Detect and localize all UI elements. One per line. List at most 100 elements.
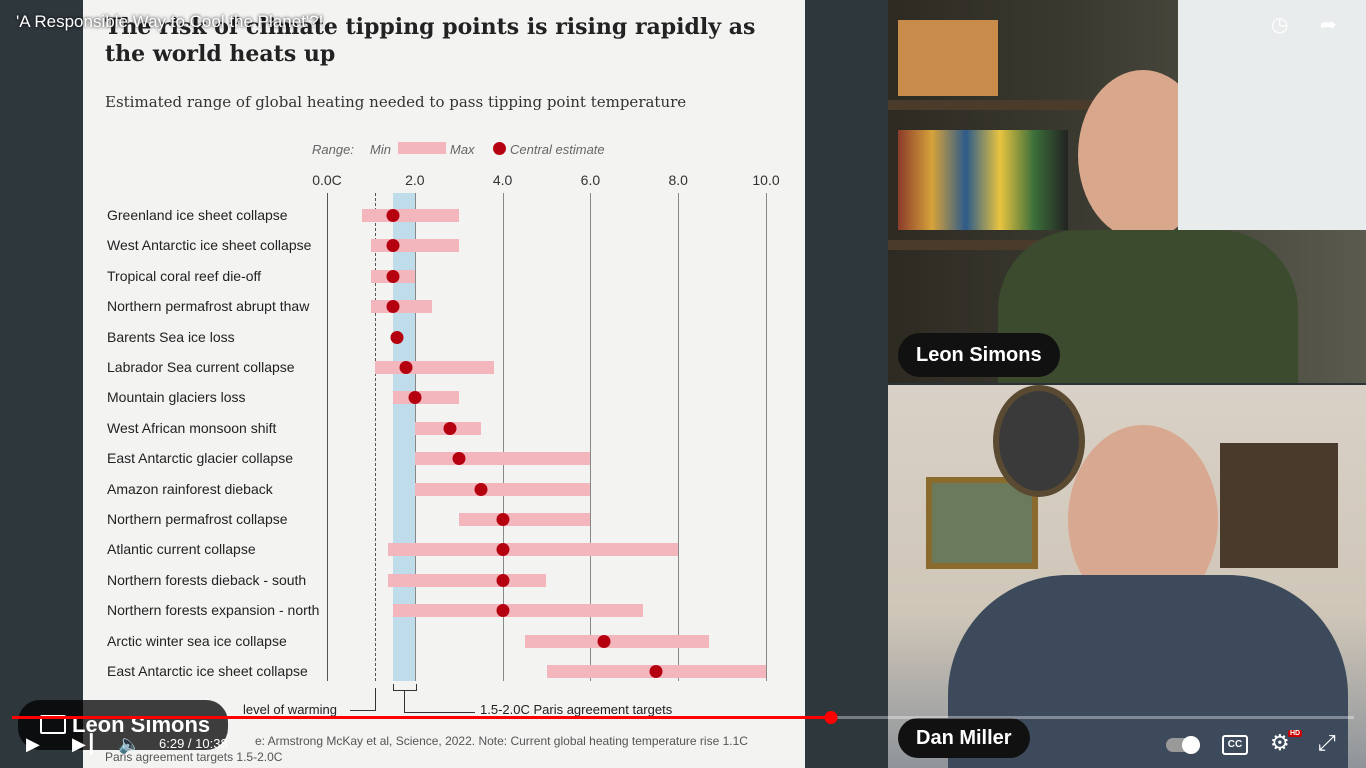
- annotation-current-warming: level of warming: [243, 702, 337, 717]
- speaker-name-bottom: Dan Miller: [898, 718, 1030, 758]
- range-bar: [524, 634, 709, 648]
- range-bar: [414, 452, 591, 466]
- range-bar: [388, 573, 547, 587]
- book-cover: [898, 20, 998, 96]
- progress-scrubber[interactable]: [824, 711, 838, 724]
- whiteboard: [1178, 0, 1366, 230]
- central-estimate-dot: [386, 269, 400, 283]
- central-estimate-dot: [597, 634, 611, 648]
- watch-later-icon[interactable]: ◷: [1271, 14, 1289, 36]
- row-label: Labrador Sea current collapse: [107, 359, 295, 375]
- row-label: Greenland ice sheet collapse: [107, 207, 288, 223]
- row-label: West Antarctic ice sheet collapse: [107, 237, 312, 254]
- x-tick-label: 4.0: [492, 172, 513, 188]
- autoplay-toggle[interactable]: [1166, 736, 1200, 754]
- row-label: Tropical coral reef die-off: [107, 267, 262, 284]
- paris-leader: [404, 690, 475, 713]
- central-estimate-dot: [474, 482, 488, 496]
- legend-range-label: Range:: [312, 142, 354, 157]
- range-bar: [370, 300, 433, 314]
- mirror: [993, 385, 1085, 497]
- central-estimate-dot: [386, 239, 400, 253]
- central-estimate-dot: [649, 665, 663, 678]
- range-bar: [375, 361, 494, 374]
- gridline: [414, 193, 416, 681]
- source-line-2: Paris agreement targets 1.5-2.0C: [105, 750, 283, 764]
- source-note: e: Armstrong McKay et al, Science, 2022.…: [105, 733, 795, 765]
- row-label: Amazon rainforest dieback: [107, 480, 273, 497]
- row-label: East Antarctic glacier collapse: [107, 450, 293, 467]
- row-label: Arctic winter sea ice collapse: [107, 632, 287, 649]
- x-tick-label: 0.0C: [312, 172, 342, 188]
- slide: [83, 0, 805, 768]
- row-label: East Antarctic ice sheet collapse: [107, 663, 308, 679]
- row-label: Northern forests expansion - north: [107, 602, 320, 619]
- central-estimate-dot: [386, 209, 400, 222]
- books: [898, 130, 1068, 230]
- x-tick-label: 8.0: [668, 172, 688, 188]
- bookshelf: [888, 100, 1178, 110]
- annotation-paris-targets: 1.5-2.0C Paris agreement targets: [480, 702, 673, 717]
- central-estimate-dot: [408, 391, 422, 405]
- central-estimate-dot: [390, 330, 404, 344]
- x-tick-label: 6.0: [580, 172, 601, 188]
- range-bar: [414, 482, 591, 496]
- central-estimate-dot: [386, 300, 400, 314]
- slide-title: The risk of climate tipping points is ri…: [105, 14, 756, 67]
- row-label: Northern forests dieback - south: [107, 571, 307, 588]
- range-bar: [362, 209, 459, 222]
- next-icon[interactable]: ▶┃: [72, 734, 97, 754]
- time-display: 6:29 / 10:38: [159, 736, 228, 751]
- gridline: [502, 193, 504, 681]
- slide-subtitle: Estimated range of global heating needed…: [105, 93, 687, 111]
- range-bar: [392, 391, 459, 405]
- progress-played: [12, 716, 831, 719]
- gridline: [766, 193, 767, 681]
- legend-max-label: Max: [450, 142, 475, 157]
- gridline: [590, 193, 592, 681]
- share-icon[interactable]: ➦: [1320, 14, 1337, 36]
- central-estimate-dot: [443, 421, 457, 435]
- painting: [926, 477, 1038, 569]
- central-estimate-dot: [496, 543, 510, 557]
- gridline: [678, 193, 680, 681]
- source-line-1: e: Armstrong McKay et al, Science, 2022.…: [255, 734, 748, 748]
- row-label: Atlantic current collapse: [107, 541, 256, 558]
- row-label: West African monsoon shift: [107, 419, 277, 436]
- central-estimate-dot: [399, 361, 413, 374]
- legend-central-label: Central estimate: [510, 142, 605, 157]
- central-estimate-dot: [496, 604, 510, 618]
- central-estimate-dot: [496, 513, 510, 526]
- range-bar: [388, 543, 679, 557]
- central-estimate-dot: [452, 452, 466, 466]
- axis-line: [327, 193, 328, 681]
- hd-badge: HD: [1288, 730, 1303, 737]
- legend-min-label: Min: [370, 142, 391, 157]
- range-bar: [370, 239, 459, 253]
- camera-bottom: [888, 385, 1366, 768]
- current-bracket: [350, 688, 376, 711]
- speaker-name-top: Leon Simons: [898, 333, 1060, 377]
- row-label: Barents Sea ice loss: [107, 328, 235, 345]
- tapestry: [1220, 443, 1338, 568]
- current-warming-line: [375, 193, 376, 681]
- range-bar: [392, 604, 644, 618]
- row-label: Northern permafrost abrupt thaw: [107, 298, 310, 315]
- range-bar: [458, 513, 591, 526]
- legend-range-swatch: [398, 142, 446, 154]
- settings-icon[interactable]: ⚙: [1270, 730, 1290, 755]
- video-title[interactable]: 'A Responsible Way to Cool the Planet'?!: [16, 12, 324, 31]
- row-label: Mountain glaciers loss: [107, 389, 246, 406]
- row-label: Northern permafrost collapse: [107, 511, 288, 527]
- exit-fullscreen-icon[interactable]: ⤢: [1318, 730, 1336, 755]
- x-tick-label: 2.0: [405, 172, 425, 188]
- paris-bracket: [393, 684, 417, 691]
- paris-target-band: [393, 193, 415, 681]
- central-estimate-dot: [496, 573, 510, 587]
- play-icon[interactable]: ▶: [26, 734, 40, 754]
- legend-dot-swatch: [493, 142, 506, 155]
- x-tick-label: 10.0: [752, 172, 780, 188]
- captions-button[interactable]: CC: [1222, 735, 1248, 755]
- volume-icon[interactable]: 🔈: [118, 734, 141, 754]
